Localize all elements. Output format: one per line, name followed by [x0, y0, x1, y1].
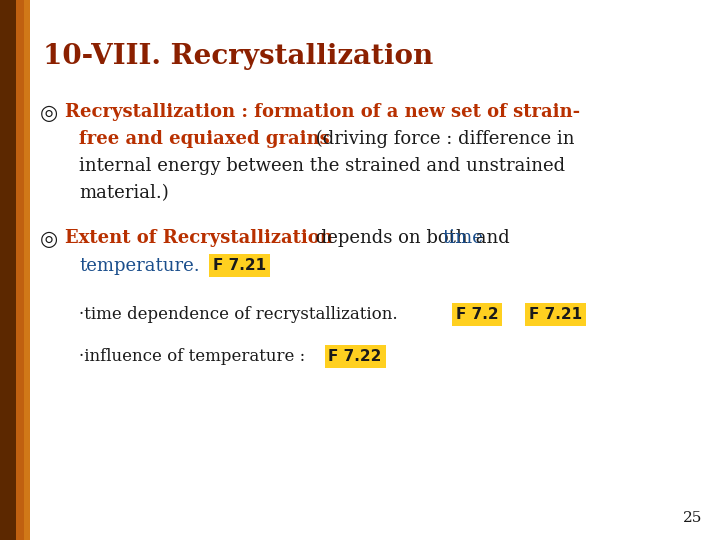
Text: ◎: ◎ [40, 228, 58, 249]
Text: F 7.22: F 7.22 [328, 349, 382, 364]
Text: 10-VIII. Recrystallization: 10-VIII. Recrystallization [43, 43, 433, 70]
Text: temperature.: temperature. [79, 256, 200, 275]
Text: F 7.21: F 7.21 [529, 307, 582, 322]
Text: free and equiaxed grains: free and equiaxed grains [79, 130, 330, 148]
Text: ·time dependence of recrystallization.: ·time dependence of recrystallization. [79, 306, 398, 323]
Text: internal energy between the strained and unstrained: internal energy between the strained and… [79, 157, 565, 175]
Text: Recrystallization : formation of a new set of strain-: Recrystallization : formation of a new s… [65, 103, 580, 122]
Text: depends on both: depends on both [310, 228, 473, 247]
Bar [24, 0, 30, 540]
Text: ◎: ◎ [40, 103, 58, 124]
Text: F 7.21: F 7.21 [213, 258, 266, 273]
Bar [0, 0, 16, 540]
Text: 25: 25 [683, 511, 702, 525]
Text: and: and [470, 228, 510, 247]
Text: (driving force : difference in: (driving force : difference in [310, 130, 574, 148]
Text: time: time [442, 228, 483, 247]
Text: F 7.2: F 7.2 [456, 307, 498, 322]
Bar [16, 0, 24, 540]
Text: ·influence of temperature :: ·influence of temperature : [79, 348, 305, 365]
Text: material.): material.) [79, 184, 169, 202]
Text: Extent of Recrystallization: Extent of Recrystallization [65, 228, 333, 247]
